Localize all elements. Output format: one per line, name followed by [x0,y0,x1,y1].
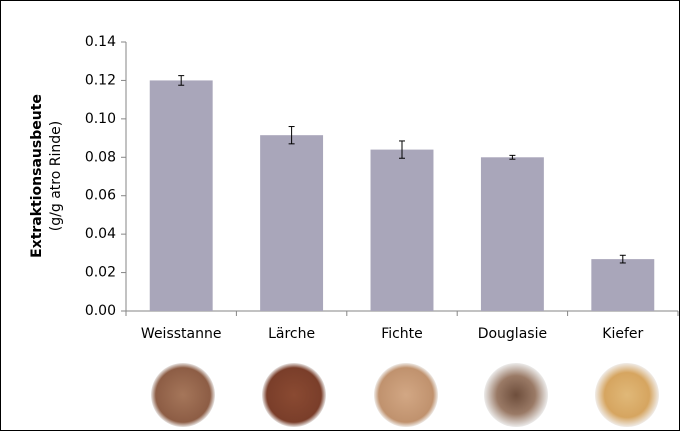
y-axis-label: Extraktionsausbeute [29,94,45,258]
y-tick-label: 0.08 [85,149,116,165]
y-tick-label: 0.02 [85,265,116,281]
sample-photo [484,363,548,427]
bar [150,80,213,311]
x-tick-label: Douglasie [478,326,547,342]
bar [481,157,544,311]
x-tick-label: Weisstanne [141,326,222,342]
bar [371,150,434,311]
sample-photo [262,363,326,427]
y-tick-label: 0.00 [85,303,116,319]
chart: Extraktionsausbeute (g/g atro Rinde) 0.0… [0,0,680,431]
bar [260,135,323,311]
x-tick-label: Lärche [268,326,315,342]
bar [591,259,654,311]
y-tick-label: 0.04 [85,226,116,242]
frame [1,1,680,431]
x-tick-label: Fichte [381,326,423,342]
y-tick-label: 0.12 [85,72,116,88]
sample-photo [374,363,438,427]
sample-photo [595,363,659,427]
y-tick-label: 0.10 [85,111,116,127]
y-tick-label: 0.06 [85,188,116,204]
x-tick-label: Kiefer [602,326,643,342]
y-axis-label: (g/g atro Rinde) [48,121,64,231]
y-tick-label: 0.14 [85,34,116,50]
sample-photo [151,363,215,427]
